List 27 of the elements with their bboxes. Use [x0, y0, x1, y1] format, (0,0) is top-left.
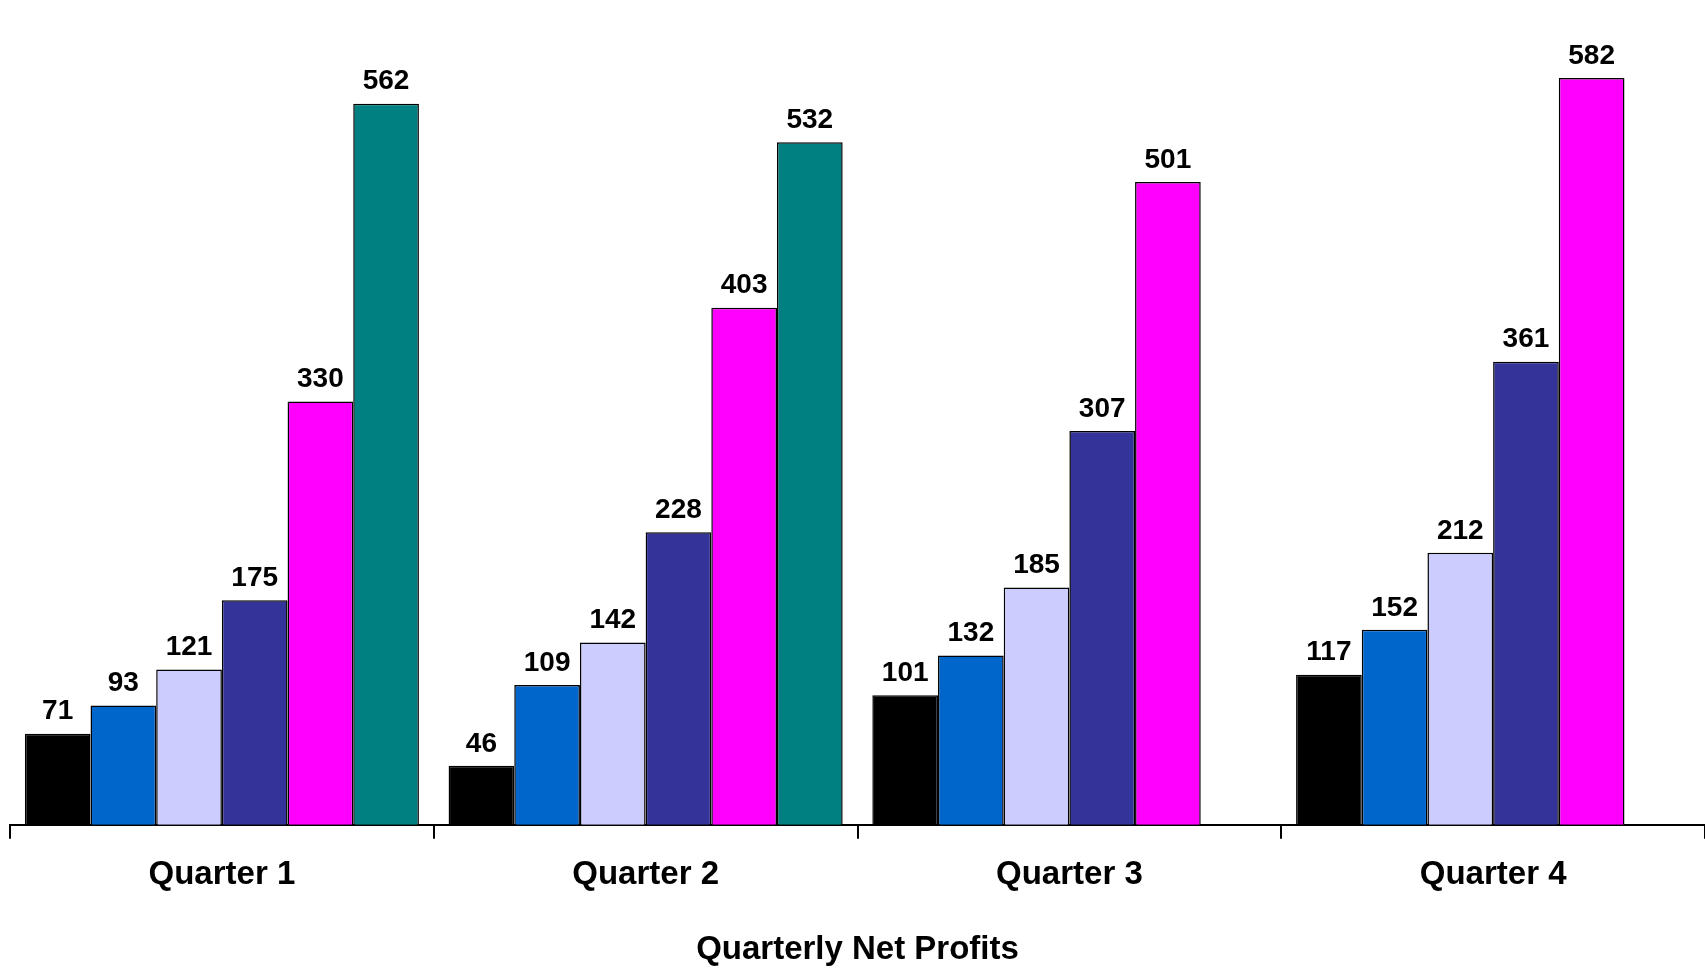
data-label: 175 [231, 560, 279, 592]
data-label: 142 [589, 603, 637, 635]
data-label: 228 [655, 492, 702, 524]
data-label: 121 [165, 630, 213, 662]
data-label: 101 [881, 655, 929, 687]
x-tick-label: Quarter 4 [1419, 853, 1568, 891]
data-label: 532 [786, 102, 834, 134]
data-label: 307 [1078, 391, 1126, 423]
data-label: 185 [1013, 548, 1060, 580]
data-label: 330 [297, 362, 344, 394]
data-label: 71 [42, 694, 74, 726]
data-label: 46 [465, 726, 497, 758]
data-label: 212 [1436, 513, 1484, 545]
data-label: 582 [1568, 38, 1616, 70]
x-tick-label: Quarter 1 [148, 853, 296, 891]
data-label: 93 [107, 666, 139, 698]
data-label: 562 [362, 64, 410, 96]
x-tick-label: Quarter 3 [996, 853, 1143, 891]
data-label: 501 [1144, 142, 1192, 174]
data-label: 132 [947, 616, 995, 648]
x-tick-label: Quarter 2 [572, 853, 719, 891]
data-label: 152 [1371, 590, 1418, 622]
data-label: 117 [1306, 635, 1352, 667]
data-label: 403 [720, 268, 768, 300]
data-label: 361 [1502, 322, 1550, 354]
x-axis-title: Quarterly Net Profits [696, 929, 1019, 967]
data-label: 109 [523, 645, 571, 677]
